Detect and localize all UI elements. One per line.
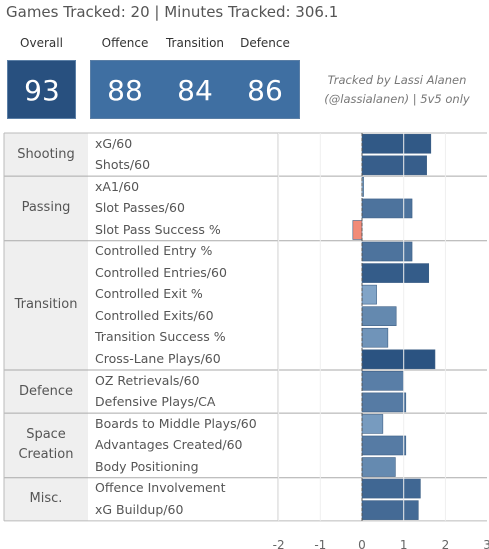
offence-label: Offence — [101, 36, 149, 50]
tracking-note: Tracked by Lassi Alanen (@lassialanen) |… — [312, 71, 482, 109]
metric-label: Slot Passes/60 — [95, 200, 185, 216]
metric-label: xA1/60 — [95, 178, 140, 194]
metric-bar — [361, 414, 384, 434]
page-title: Games Tracked: 20 | Minutes Tracked: 306… — [6, 3, 339, 21]
metric-label: Controlled Exit % — [95, 286, 203, 302]
metric-label: Shots/60 — [95, 157, 151, 173]
metric-label: Controlled Exits/60 — [95, 307, 214, 323]
metric-label: OZ Retrievals/60 — [95, 372, 200, 388]
category-score-box — [90, 60, 300, 119]
transition-score: 84 — [177, 74, 213, 107]
category-shooting: Shooting — [4, 133, 88, 177]
defence-label: Defence — [240, 36, 290, 50]
overall-label: Overall — [20, 36, 63, 50]
metric-label: Cross-Lane Plays/60 — [95, 351, 221, 366]
metric-label: Transition Success % — [95, 329, 226, 345]
x-tick-label: -1 — [314, 538, 326, 549]
metric-bar — [361, 177, 364, 197]
metric-bar — [361, 457, 396, 477]
metric-bar — [361, 284, 377, 305]
metric-bar — [361, 263, 430, 283]
category-defence: Defence — [4, 370, 88, 414]
tracking-note-line1: Tracked by Lassi Alanen — [327, 73, 467, 87]
category-transition: Transition — [4, 240, 88, 371]
category-space-creation: Space Creation — [4, 413, 88, 478]
x-tick-label: 1 — [400, 538, 408, 549]
metric-label: xG Buildup/60 — [95, 501, 184, 517]
tracking-note-line2: (@lassialanen) | 5v5 only — [324, 92, 470, 106]
metric-label: Advantages Created/60 — [95, 437, 243, 453]
metric-label: Offence Involvement — [95, 480, 226, 496]
x-tick-label: 3 — [483, 538, 489, 549]
metric-bar — [361, 133, 432, 154]
metric-bar — [361, 500, 419, 520]
metric-bar — [352, 220, 363, 240]
category-passing: Passing — [4, 176, 88, 241]
metric-label: Controlled Entries/60 — [95, 264, 227, 280]
offence-score: 88 — [107, 74, 143, 107]
x-tick-label: -2 — [273, 538, 285, 549]
metric-bar — [361, 478, 421, 499]
metric-bar — [361, 392, 407, 413]
metric-label: Controlled Entry % — [95, 243, 213, 259]
metric-label: Defensive Plays/CA — [95, 394, 216, 410]
metric-bar — [361, 327, 389, 348]
metric-bar — [361, 241, 413, 262]
metric-bar — [361, 435, 407, 456]
metric-bar — [361, 306, 397, 326]
overall-score: 93 — [24, 74, 60, 107]
metric-bar — [361, 371, 405, 391]
category-misc: Misc. — [4, 477, 88, 521]
overall-score-box — [7, 60, 76, 119]
metric-label: Boards to Middle Plays/60 — [95, 415, 257, 431]
metric-label: Body Positioning — [95, 458, 199, 474]
metric-label: xG/60 — [95, 135, 133, 151]
defence-score: 86 — [247, 74, 283, 107]
x-tick-label: 0 — [358, 538, 366, 549]
metric-bar — [361, 155, 427, 176]
metric-bar — [361, 349, 436, 370]
transition-label: Transition — [165, 36, 225, 50]
metric-label: Slot Pass Success % — [95, 221, 221, 237]
x-tick-label: 2 — [442, 538, 450, 549]
metric-bar — [361, 198, 413, 219]
